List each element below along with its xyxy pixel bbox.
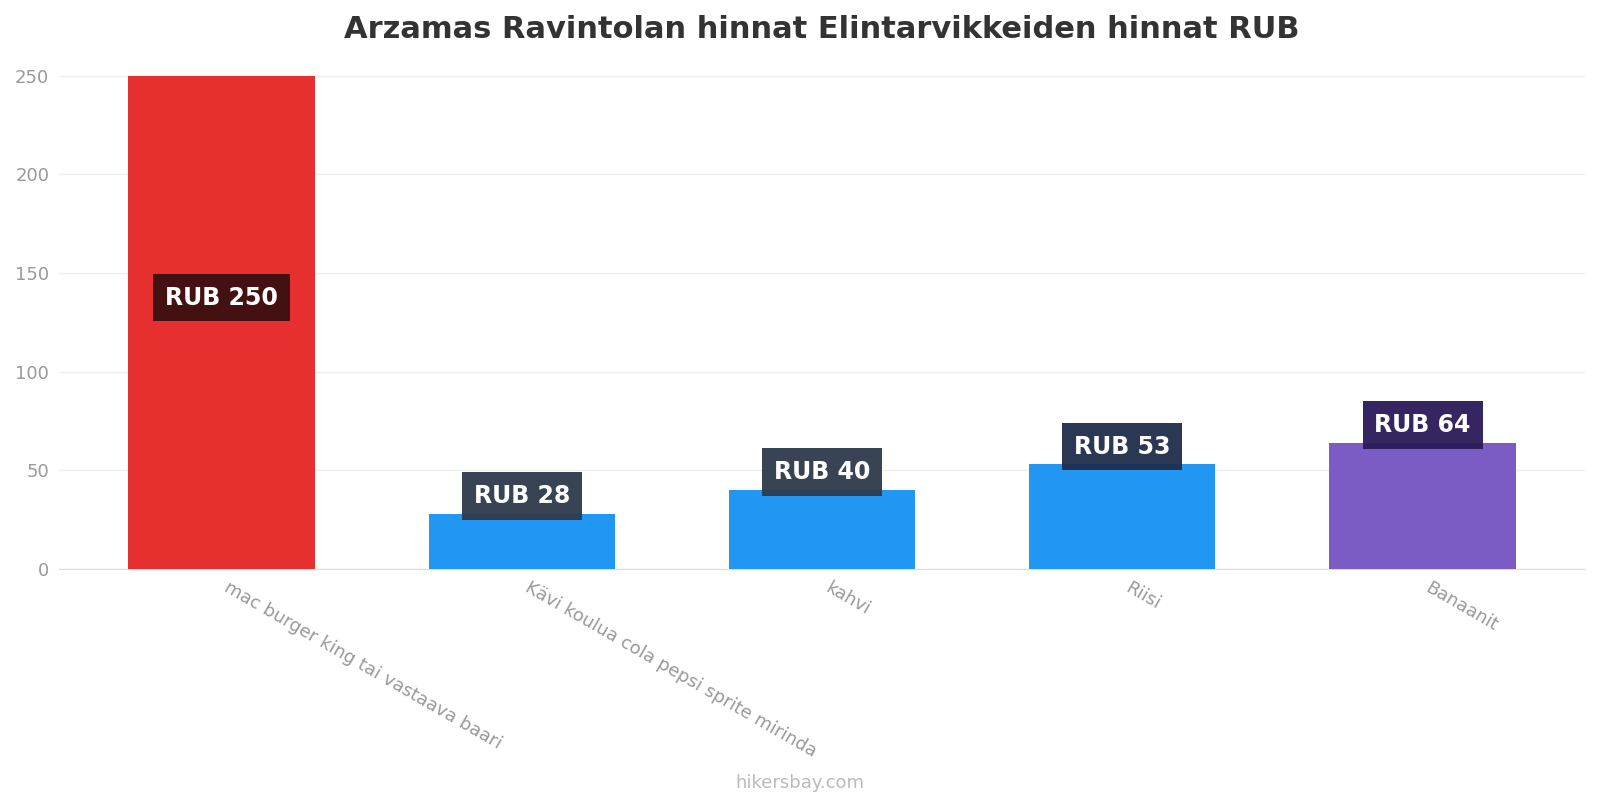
Bar bbox=[128, 76, 315, 569]
Text: RUB 250: RUB 250 bbox=[165, 286, 278, 310]
Text: RUB 53: RUB 53 bbox=[1074, 434, 1171, 458]
Text: RUB 40: RUB 40 bbox=[774, 460, 870, 484]
Text: RUB 28: RUB 28 bbox=[474, 484, 570, 508]
Title: Arzamas Ravintolan hinnat Elintarvikkeiden hinnat RUB: Arzamas Ravintolan hinnat Elintarvikkeid… bbox=[344, 15, 1299, 44]
Text: hikersbay.com: hikersbay.com bbox=[736, 774, 864, 792]
Bar bbox=[1330, 442, 1515, 569]
Bar bbox=[429, 514, 614, 569]
Text: RUB 64: RUB 64 bbox=[1374, 413, 1470, 437]
Bar bbox=[1029, 465, 1216, 569]
Bar bbox=[730, 490, 915, 569]
